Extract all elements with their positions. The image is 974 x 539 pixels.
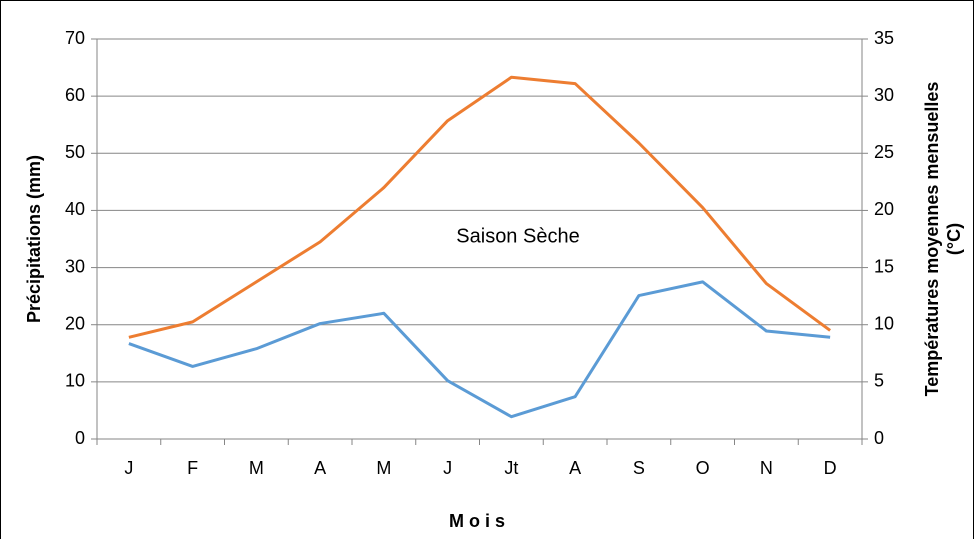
y-tick-label: 50 (65, 142, 85, 162)
x-tick-label: N (760, 458, 773, 478)
y2-tick-label: 0 (874, 428, 884, 448)
x-tick-label: M (249, 458, 264, 478)
y-tick-label: 10 (65, 371, 85, 391)
x-tick-label: S (633, 458, 645, 478)
y2-axis-label: (°C) (944, 223, 964, 255)
x-axis-label: M o i s (449, 511, 505, 531)
y-tick-label: 20 (65, 313, 85, 333)
x-tick-label: J (443, 458, 452, 478)
y-tick-label: 60 (65, 85, 85, 105)
y2-tick-label: 35 (874, 28, 894, 48)
y2-tick-label: 15 (874, 256, 894, 276)
x-tick-label: F (187, 458, 198, 478)
y2-tick-label: 5 (874, 371, 884, 391)
x-tick-label: O (696, 458, 710, 478)
data-line (128, 280, 831, 419)
x-tick-label: D (824, 458, 837, 478)
y2-tick-label: 30 (874, 85, 894, 105)
data-line (128, 75, 832, 339)
x-tick-label: M (376, 458, 391, 478)
y-tick-label: 70 (65, 28, 85, 48)
y2-tick-label: 10 (874, 313, 894, 333)
annotation: Saison Sèche (456, 225, 579, 247)
x-tick-label: A (314, 458, 326, 478)
y2-tick-label: 25 (874, 142, 894, 162)
y-tick-label: 30 (65, 256, 85, 276)
y2-axis-label: Températures moyennes mensuelles (922, 82, 942, 397)
y-tick-label: 0 (75, 428, 85, 448)
y-tick-label: 40 (65, 199, 85, 219)
x-tick-label: A (569, 458, 581, 478)
x-tick-label: J (124, 458, 133, 478)
y-axis-label: Précipitations (mm) (24, 155, 44, 323)
x-tick-label: Jt (504, 458, 518, 478)
y2-tick-label: 20 (874, 199, 894, 219)
